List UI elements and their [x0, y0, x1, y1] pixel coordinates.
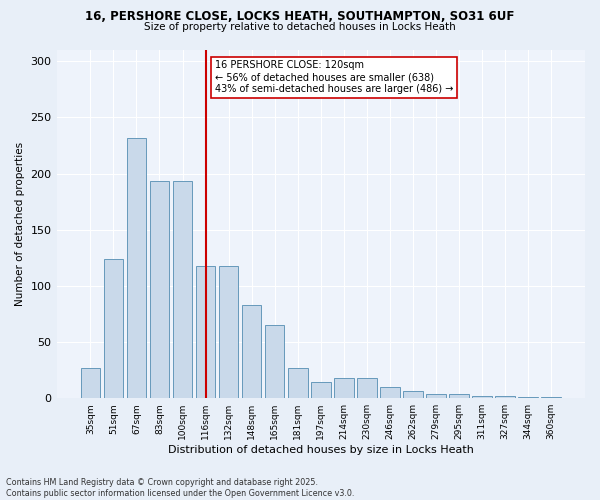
Bar	[334, 378, 353, 398]
Bar	[265, 325, 284, 398]
Bar	[426, 394, 446, 398]
Bar	[496, 396, 515, 398]
Text: 16 PERSHORE CLOSE: 120sqm
← 56% of detached houses are smaller (638)
43% of semi: 16 PERSHORE CLOSE: 120sqm ← 56% of detac…	[215, 60, 454, 94]
Bar	[80, 368, 100, 398]
Text: Contains HM Land Registry data © Crown copyright and database right 2025.
Contai: Contains HM Land Registry data © Crown c…	[6, 478, 355, 498]
Bar	[288, 368, 308, 398]
Bar	[127, 138, 146, 398]
Bar	[196, 266, 215, 398]
Bar	[219, 266, 238, 398]
Y-axis label: Number of detached properties: Number of detached properties	[15, 142, 25, 306]
Text: 16, PERSHORE CLOSE, LOCKS HEATH, SOUTHAMPTON, SO31 6UF: 16, PERSHORE CLOSE, LOCKS HEATH, SOUTHAM…	[85, 10, 515, 23]
Bar	[357, 378, 377, 398]
Bar	[311, 382, 331, 398]
Bar	[403, 392, 423, 398]
Bar	[472, 396, 492, 398]
Bar	[173, 182, 193, 398]
Bar	[541, 397, 561, 398]
Bar	[104, 259, 123, 398]
Text: Size of property relative to detached houses in Locks Heath: Size of property relative to detached ho…	[144, 22, 456, 32]
Bar	[449, 394, 469, 398]
Bar	[380, 387, 400, 398]
Bar	[242, 305, 262, 398]
Bar	[518, 397, 538, 398]
X-axis label: Distribution of detached houses by size in Locks Heath: Distribution of detached houses by size …	[168, 445, 474, 455]
Bar	[149, 182, 169, 398]
